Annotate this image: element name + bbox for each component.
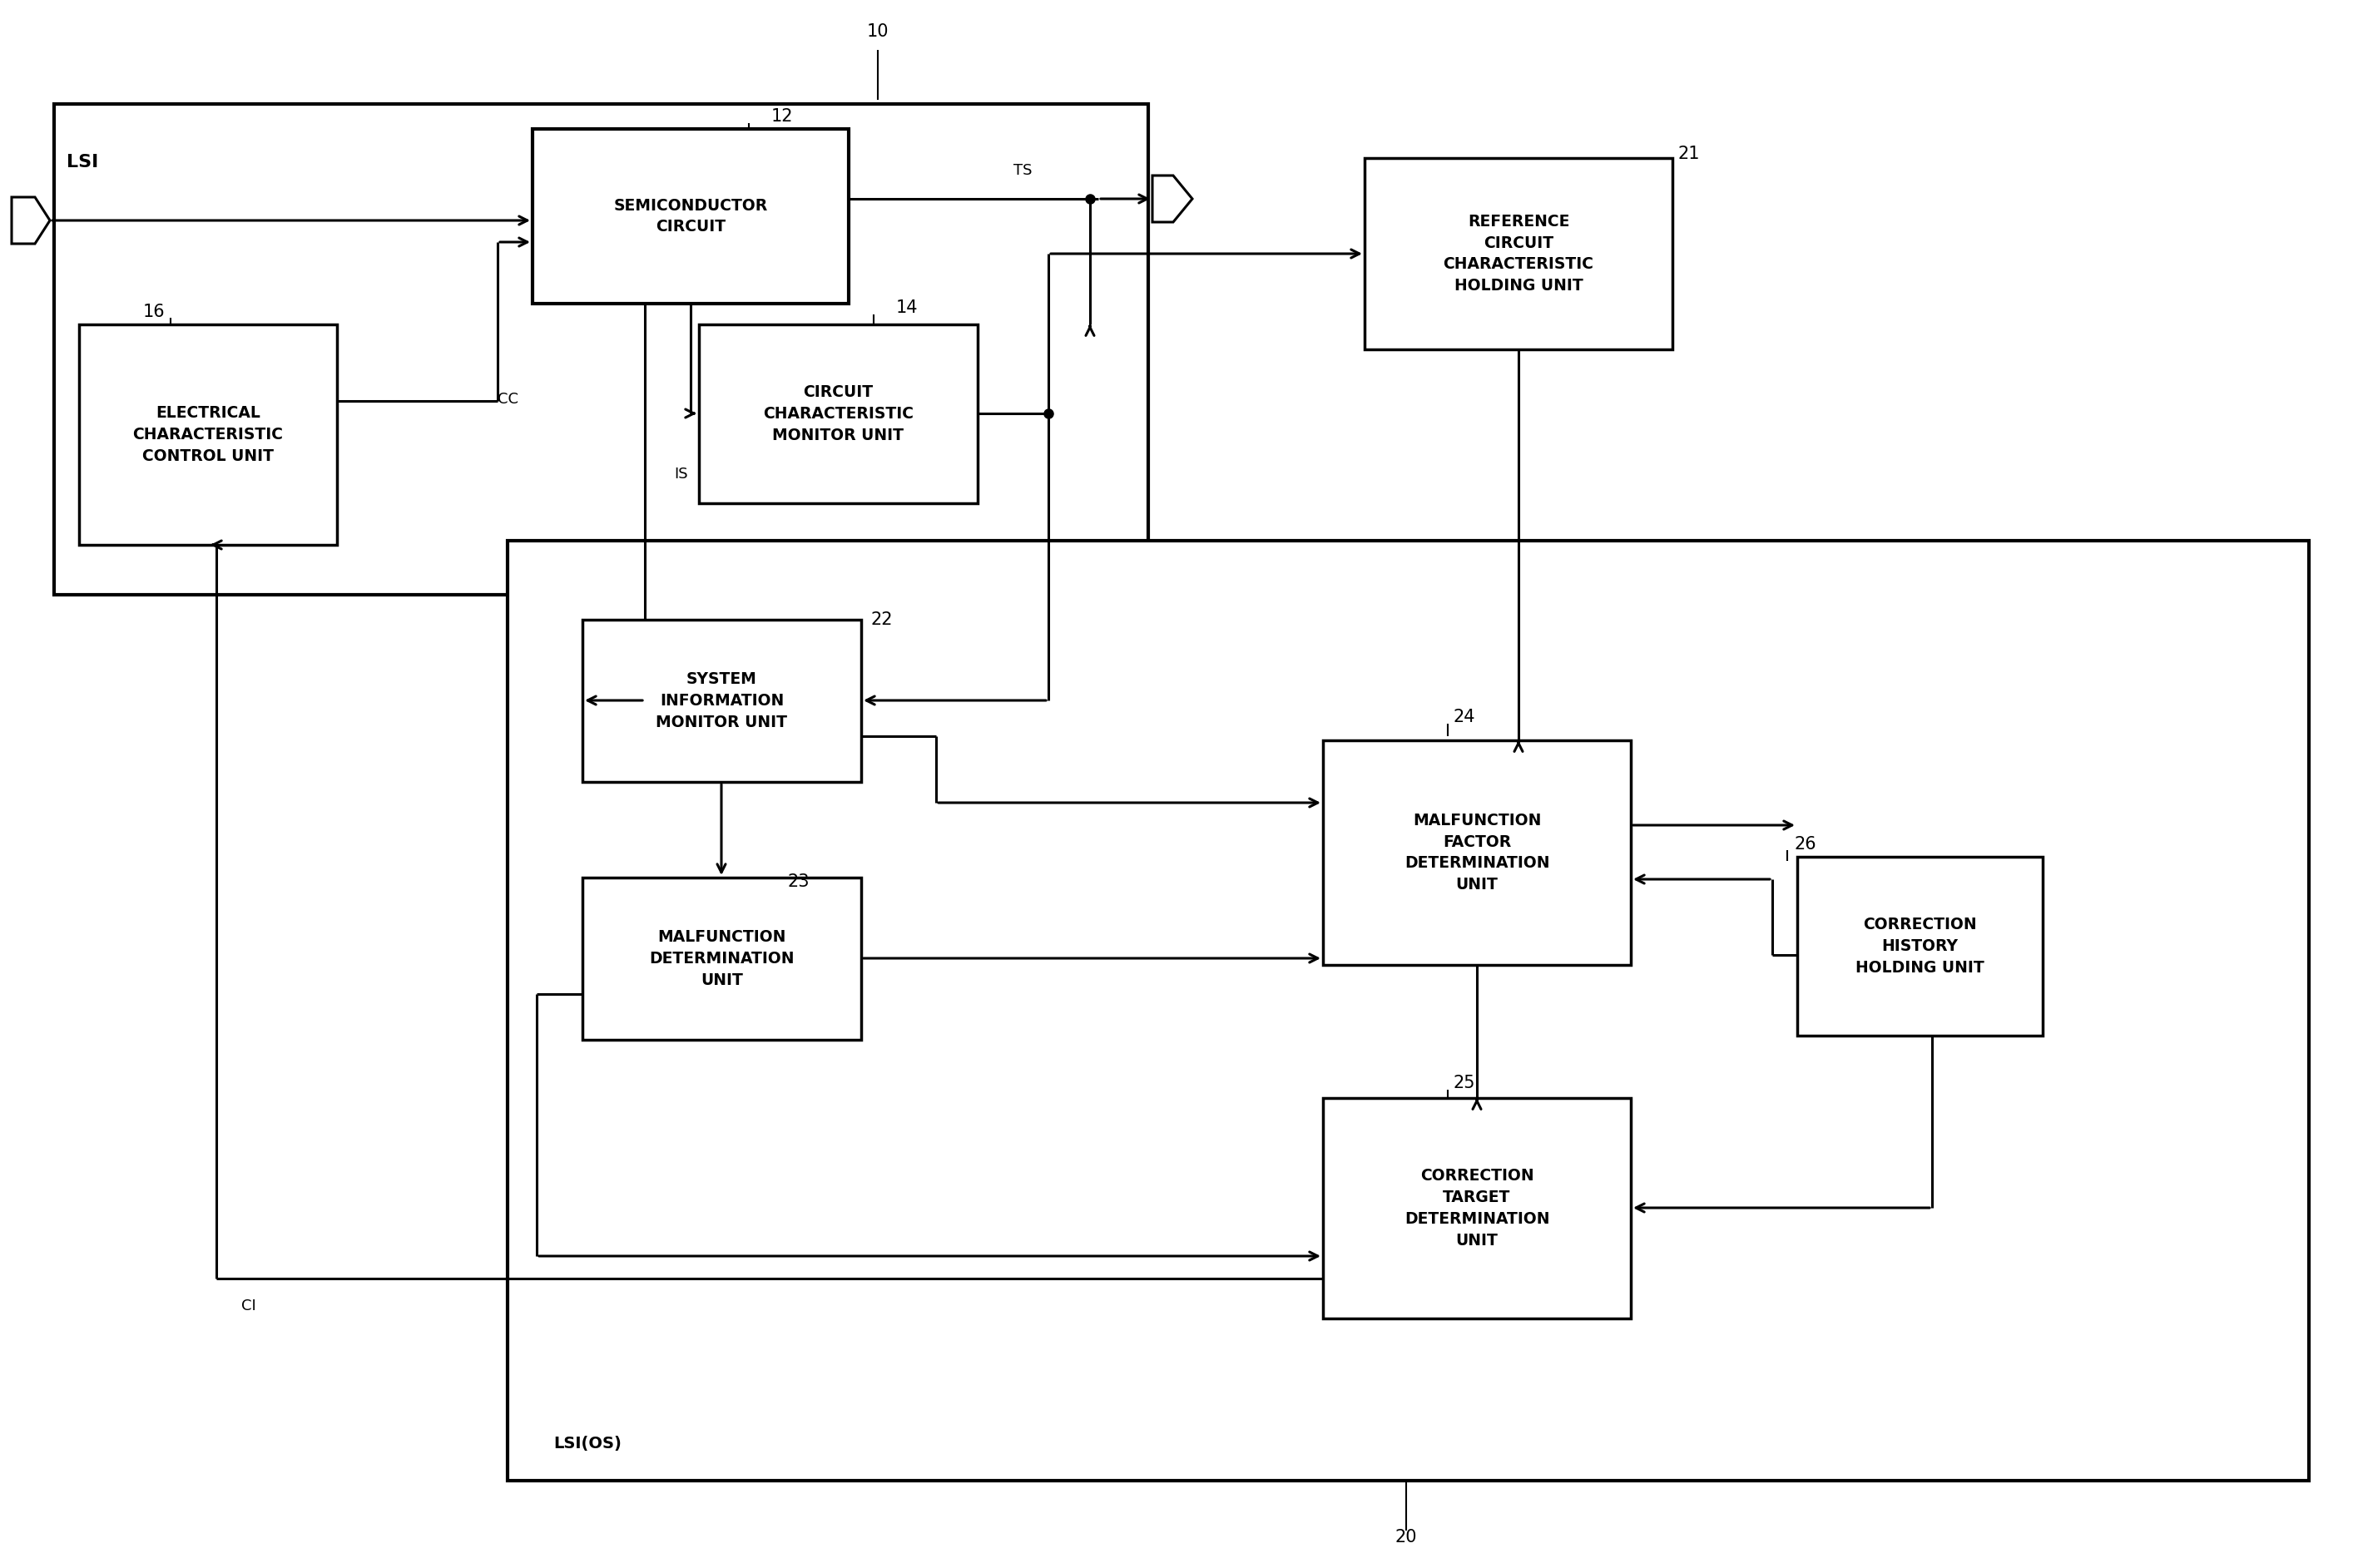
Text: 25: 25 bbox=[1452, 1074, 1476, 1091]
Text: MALFUNCTION
FACTOR
DETERMINATION
UNIT: MALFUNCTION FACTOR DETERMINATION UNIT bbox=[1405, 812, 1550, 892]
Text: 22: 22 bbox=[871, 612, 892, 629]
FancyBboxPatch shape bbox=[1324, 740, 1630, 964]
FancyBboxPatch shape bbox=[55, 103, 1149, 594]
Text: CIRCUIT
CHARACTERISTIC
MONITOR UNIT: CIRCUIT CHARACTERISTIC MONITOR UNIT bbox=[764, 384, 914, 444]
Text: 26: 26 bbox=[1794, 836, 1818, 853]
Text: CC: CC bbox=[498, 392, 517, 406]
Text: MALFUNCTION
DETERMINATION
UNIT: MALFUNCTION DETERMINATION UNIT bbox=[650, 930, 795, 988]
Text: IS: IS bbox=[674, 467, 688, 481]
Text: CORRECTION
TARGET
DETERMINATION
UNIT: CORRECTION TARGET DETERMINATION UNIT bbox=[1405, 1168, 1550, 1248]
Text: LSI(OS): LSI(OS) bbox=[553, 1436, 622, 1452]
Text: 14: 14 bbox=[897, 299, 918, 317]
Text: CORRECTION
HISTORY
HOLDING UNIT: CORRECTION HISTORY HOLDING UNIT bbox=[1856, 917, 1984, 975]
Text: 23: 23 bbox=[788, 873, 809, 891]
Text: 20: 20 bbox=[1395, 1529, 1417, 1546]
FancyBboxPatch shape bbox=[532, 129, 850, 304]
Text: 12: 12 bbox=[771, 108, 793, 125]
FancyBboxPatch shape bbox=[508, 541, 2309, 1480]
Text: 24: 24 bbox=[1452, 709, 1476, 726]
Text: 10: 10 bbox=[866, 24, 890, 39]
FancyBboxPatch shape bbox=[581, 878, 861, 1040]
Text: SYSTEM
INFORMATION
MONITOR UNIT: SYSTEM INFORMATION MONITOR UNIT bbox=[655, 671, 788, 731]
Text: 21: 21 bbox=[1678, 146, 1699, 162]
Text: CI: CI bbox=[242, 1298, 256, 1314]
Text: SEMICONDUCTOR
CIRCUIT: SEMICONDUCTOR CIRCUIT bbox=[615, 198, 769, 235]
FancyBboxPatch shape bbox=[700, 325, 978, 503]
FancyBboxPatch shape bbox=[78, 325, 337, 544]
FancyBboxPatch shape bbox=[1324, 1098, 1630, 1319]
FancyBboxPatch shape bbox=[1364, 158, 1673, 350]
Text: TS: TS bbox=[1013, 163, 1032, 179]
Text: 16: 16 bbox=[142, 304, 166, 320]
Text: ELECTRICAL
CHARACTERISTIC
CONTROL UNIT: ELECTRICAL CHARACTERISTIC CONTROL UNIT bbox=[133, 405, 282, 464]
Text: LSI: LSI bbox=[66, 154, 97, 171]
Text: REFERENCE
CIRCUIT
CHARACTERISTIC
HOLDING UNIT: REFERENCE CIRCUIT CHARACTERISTIC HOLDING… bbox=[1443, 213, 1595, 293]
FancyBboxPatch shape bbox=[581, 619, 861, 782]
FancyBboxPatch shape bbox=[1796, 856, 2043, 1035]
